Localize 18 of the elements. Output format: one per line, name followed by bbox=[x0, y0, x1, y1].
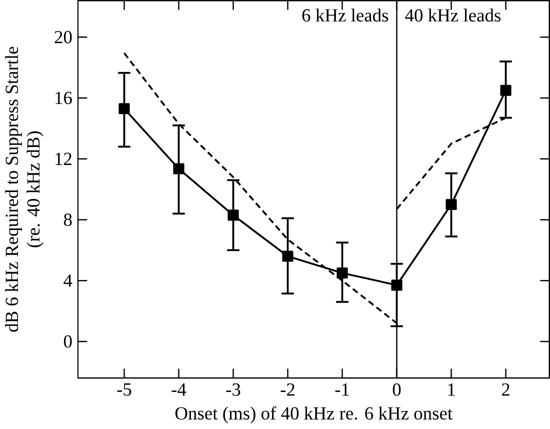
x-tick-label: 1 bbox=[448, 384, 455, 396]
y-tick-label: 20 bbox=[54, 31, 72, 44]
y-tick-label: 4 bbox=[64, 274, 72, 287]
x-tick-label: 0 bbox=[392, 384, 401, 396]
y-tick-label: 8 bbox=[64, 214, 72, 226]
x-tick-label: -2 bbox=[280, 384, 294, 396]
x-tick-label: -4 bbox=[172, 384, 186, 396]
x-tick-label: -5 bbox=[117, 384, 132, 396]
x-axis-title: Onset (ms) of 40 kHz re. 6 kHz onset bbox=[175, 406, 453, 424]
x-tick-label: 2 bbox=[502, 384, 510, 396]
x-tick-label: -3 bbox=[226, 384, 240, 396]
annotation: 40 kHz leads bbox=[405, 8, 501, 22]
y-tick-label: 0 bbox=[64, 335, 72, 348]
annotation: 6 kHz leads bbox=[302, 8, 388, 22]
y-tick-label: 12 bbox=[56, 152, 72, 166]
y-axis-title: dB 6 kHz Required to Suppress Startle (re. 40 kHz dB) bbox=[5, 47, 44, 332]
y-tick-label: 16 bbox=[56, 92, 72, 104]
x-tick-label: -1 bbox=[335, 384, 349, 396]
